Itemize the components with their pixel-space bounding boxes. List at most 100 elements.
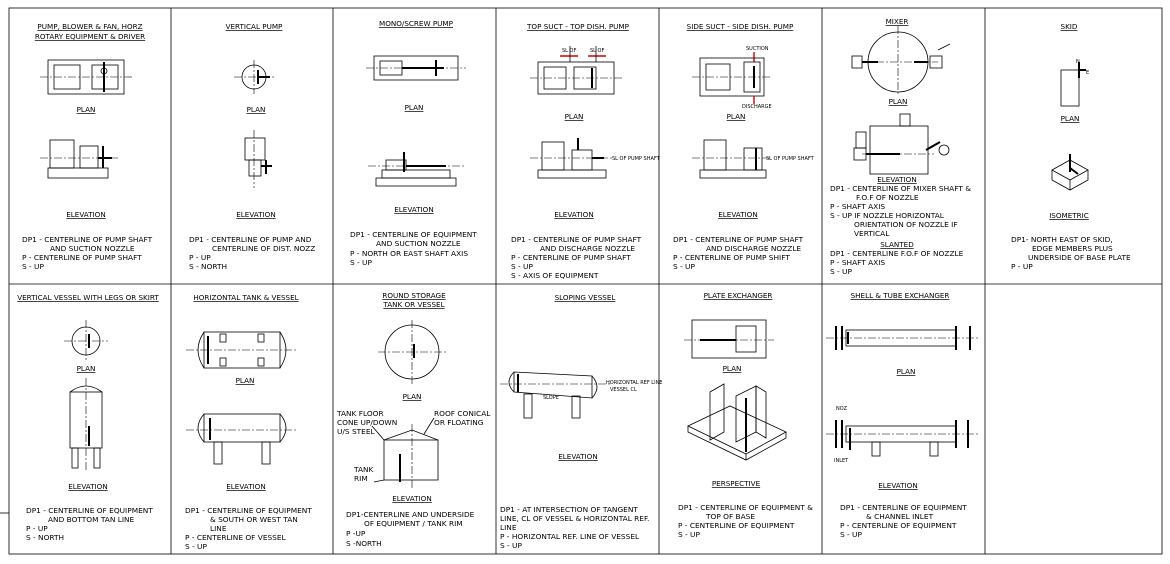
svg-text:F.O.F OF NOZZLE: F.O.F OF NOZZLE (856, 193, 919, 202)
svg-text:P - CENTERLINE OF PUMP SHIFT: P - CENTERLINE OF PUMP SHIFT (673, 253, 790, 262)
svg-text:RIM: RIM (354, 474, 368, 483)
cell-title: TANK OR VESSEL (382, 300, 444, 309)
plan-label: PLAN (565, 112, 584, 121)
svg-text:TANK: TANK (353, 465, 374, 474)
cell-title: MONO/SCREW PUMP (379, 19, 454, 28)
mono-pump-elevation-drawing (368, 152, 466, 187)
svg-text:NOZ: NOZ (836, 406, 848, 412)
mono-pump-plan-drawing (366, 55, 466, 81)
plan-label: PLAN (889, 97, 908, 106)
svg-text:SLOPE: SLOPE (543, 395, 559, 401)
svg-text:LINE, CL OF VESSEL & HORIZONTA: LINE, CL OF VESSEL & HORIZONTAL REF. (500, 514, 649, 523)
elevation-label: ELEVATION (68, 482, 107, 491)
svg-text:UNDERSIDE OF BASE PLATE: UNDERSIDE OF BASE PLATE (1028, 253, 1131, 262)
svg-text:AND SUCTION NOZZLE: AND SUCTION NOZZLE (376, 239, 461, 248)
svg-text:SLANTED: SLANTED (880, 240, 914, 249)
elevation-label: ELEVATION (718, 210, 757, 219)
vertical-vessel-elevation-drawing (69, 378, 103, 472)
skid-isometric-drawing (1051, 154, 1089, 191)
svg-text:P -UP: P -UP (346, 529, 366, 538)
svg-text:S - UP: S - UP (22, 262, 44, 271)
elevation-label: ELEVATION (392, 494, 431, 503)
svg-text:S -NORTH: S -NORTH (346, 539, 382, 548)
mixer-plan-drawing (851, 26, 951, 96)
svg-text:OF EQUIPMENT / TANK RIM: OF EQUIPMENT / TANK RIM (364, 519, 463, 528)
svg-text:U/S STEEL: U/S STEEL (337, 427, 375, 436)
plan-label: PLAN (727, 112, 746, 121)
plan-label: PLAN (77, 364, 96, 373)
cell-title: VERTICAL PUMP (226, 22, 283, 31)
svg-text:DP1 - AT INTERSECTION OF TANGE: DP1 - AT INTERSECTION OF TANGENT (500, 505, 638, 514)
horizontal-tank-elevation-drawing (186, 413, 298, 465)
cell-title: HORIZONTAL TANK & VESSEL (193, 293, 298, 302)
svg-text:SL OF PUMP SHAFT: SL OF PUMP SHAFT (766, 156, 815, 162)
svg-text:EDGE MEMBERS PLUS: EDGE MEMBERS PLUS (1032, 244, 1113, 253)
round-storage-elevation-drawing: TANK FLOOR CONE UP/DOWN U/S STEEL ROOF C… (336, 409, 491, 488)
cell-notes: DP1 - CENTERLINE OF EQUIPMENT & TOP OF B… (678, 503, 813, 539)
side-suct-elevation-drawing: SL OF PUMP SHAFT (692, 139, 815, 179)
cell-mono-screw-pump: MONO/SCREW PUMP PLAN ELEVATION DP1 - CEN… (350, 19, 477, 267)
cell-notes: DP1 - CENTERLINE OF PUMP SHAFT AND DISCH… (673, 235, 804, 271)
cell-mixer: MIXER PLAN ELEVATION DP1 - CENTERLINE OF… (830, 17, 971, 276)
svg-text:P - UP: P - UP (26, 524, 48, 533)
top-suct-elevation-drawing: SL OF PUMP SHAFT (530, 138, 661, 179)
cell-sloping-vessel: SLOPING VESSEL SLOPE HORIZONTAL REF LINE… (500, 293, 662, 550)
plan-label: PLAN (1061, 114, 1080, 123)
svg-text:CONE UP/DOWN: CONE UP/DOWN (337, 418, 397, 427)
svg-text:INLET: INLET (834, 458, 849, 464)
grid-lines (0, 7, 1163, 555)
round-storage-plan-drawing (378, 320, 446, 384)
plan-label: PLAN (77, 105, 96, 114)
plan-label: PLAN (897, 367, 916, 376)
svg-text:P - CENTERLINE OF VESSEL: P - CENTERLINE OF VESSEL (185, 533, 287, 542)
elevation-label: ELEVATION (878, 481, 917, 490)
svg-text:SL OF: SL OF (590, 48, 604, 54)
plate-exchanger-plan-drawing (684, 319, 774, 359)
cell-pump-horz: PUMP, BLOWER & FAN, HORZ ROTARY EQUIPMEN… (22, 22, 153, 271)
svg-text:SL OF: SL OF (562, 48, 576, 54)
plan-label: PLAN (403, 392, 422, 401)
svg-text:S - UP: S - UP (185, 542, 207, 551)
cell-notes: DP1- NORTH EAST OF SKID, EDGE MEMBERS PL… (1011, 235, 1131, 271)
svg-text:S - UP: S - UP (830, 267, 852, 276)
svg-text:DP1 - CENTERLINE OF PUMP SHAFT: DP1 - CENTERLINE OF PUMP SHAFT (673, 235, 804, 244)
svg-text:OR FLOATING: OR FLOATING (434, 418, 484, 427)
side-suct-plan-drawing: SUCTION DISCHARGE (692, 46, 772, 110)
svg-text:& CHANNEL INLET: & CHANNEL INLET (866, 512, 934, 521)
svg-text:E: E (1086, 70, 1089, 76)
cell-title: ROTARY EQUIPMENT & DRIVER (35, 32, 145, 41)
svg-text:S - UP IF NOZZLE HORIZONTAL: S - UP IF NOZZLE HORIZONTAL (830, 211, 945, 220)
cell-notes: DP1 - CENTERLINE OF EQUIPMENT AND BOTTOM… (26, 506, 153, 542)
svg-text:S - UP: S - UP (500, 541, 522, 550)
svg-text:DP1 - CENTERLINE OF EQUIPMENT: DP1 - CENTERLINE OF EQUIPMENT & (678, 503, 813, 512)
svg-text:P - CENTERLINE OF EQUIPMENT: P - CENTERLINE OF EQUIPMENT (840, 521, 957, 530)
svg-text:SL OF PUMP SHAFT: SL OF PUMP SHAFT (612, 156, 661, 162)
cell-shell-tube: SHELL & TUBE EXCHANGER PLAN NOZ INLET EL… (826, 291, 980, 539)
svg-text:DP1 - CENTERLINE OF PUMP SHAFT: DP1 - CENTERLINE OF PUMP SHAFT (22, 235, 153, 244)
elevation-label: ELEVATION (226, 482, 265, 491)
cell-side-suct-pump: SIDE SUCT - SIDE DISH. PUMP SUCTION DISC… (673, 22, 815, 271)
svg-text:AND BOTTOM TAN LINE: AND BOTTOM TAN LINE (48, 515, 135, 524)
svg-text:P - SHAFT AXIS: P - SHAFT AXIS (830, 258, 885, 267)
svg-text:LINE: LINE (210, 524, 227, 533)
cell-notes: DP1 - CENTERLINE OF PUMP AND CENTERLINE … (189, 235, 315, 271)
plan-label: PLAN (236, 376, 255, 385)
svg-text:S - UP: S - UP (840, 530, 862, 539)
cell-vertical-pump: VERTICAL PUMP PLAN ELEVATION DP1 - CENTE… (189, 22, 315, 271)
top-suct-plan-drawing: SL OF SL OF (530, 46, 622, 95)
svg-text:S - NORTH: S - NORTH (189, 262, 227, 271)
cell-title: SLOPING VESSEL (555, 293, 616, 302)
cell-notes: DP1 - CENTERLINE OF MIXER SHAFT & F.O.F … (830, 184, 971, 276)
svg-text:HORIZONTAL REF LINE: HORIZONTAL REF LINE (606, 380, 662, 386)
svg-text:P - CENTERLINE OF PUMP SHAFT: P - CENTERLINE OF PUMP SHAFT (22, 253, 142, 262)
cell-vertical-vessel: VERTICAL VESSEL WITH LEGS OR SKIRT PLAN … (17, 293, 159, 542)
svg-text:DISCHARGE: DISCHARGE (742, 104, 772, 110)
plan-label: PLAN (405, 103, 424, 112)
cell-notes: DP1 - CENTERLINE OF EQUIPMENT & CHANNEL … (840, 503, 967, 539)
pump-horz-elevation-drawing (40, 139, 120, 179)
elevation-label: ELEVATION (66, 210, 105, 219)
cell-title: SKID (1061, 22, 1078, 31)
svg-text:DP1 - CENTERLINE OF EQUIPMENT: DP1 - CENTERLINE OF EQUIPMENT (350, 230, 477, 239)
plan-label: PLAN (247, 105, 266, 114)
